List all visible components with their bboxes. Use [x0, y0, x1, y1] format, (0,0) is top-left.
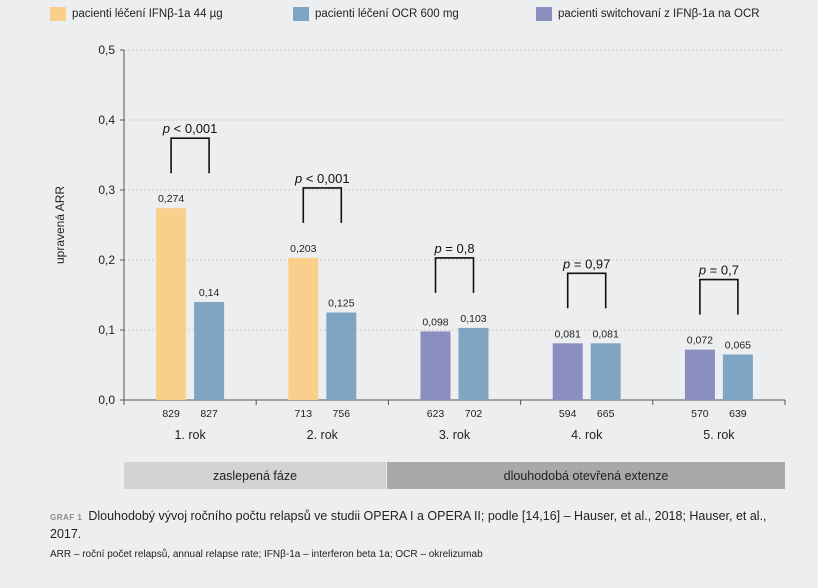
- sample-size-label: 713: [295, 408, 313, 420]
- legend-label-switch: pacienti switchovaní z IFNβ-1a na OCR: [558, 8, 760, 20]
- p-value-label: p < 0,001: [162, 121, 218, 136]
- bar-value-label: 0,274: [158, 193, 184, 205]
- phase-blinded: zaslepená fáze: [124, 462, 386, 489]
- bar: [458, 327, 489, 400]
- p-value-label: p = 0,8: [433, 241, 474, 256]
- bar-value-label: 0,203: [290, 243, 316, 255]
- p-value-label: p < 0,001: [294, 171, 350, 186]
- bar: [194, 302, 225, 400]
- legend-swatch-switch: [536, 7, 552, 21]
- sample-size-label: 639: [729, 408, 747, 420]
- bar-value-label: 0,072: [687, 335, 713, 347]
- bar-value-label: 0,14: [199, 287, 220, 299]
- legend-label-ocr: pacienti léčení OCR 600 mg: [315, 8, 459, 20]
- sample-size-label: 623: [427, 408, 445, 420]
- y-axis-label: upravená ARR: [53, 186, 67, 264]
- sample-size-label: 665: [597, 408, 615, 420]
- x-category-label: 4. rok: [571, 428, 603, 442]
- sample-size-label: 702: [465, 408, 483, 420]
- bar: [288, 257, 319, 400]
- phase-extension-label: dlouhodobá otevřená extenze: [503, 468, 669, 483]
- bar-chart: 0,0 0,1 0,2 0,3 0,4 0,5 upravená ARR 0,274 829 0,…: [53, 43, 786, 442]
- bar: [326, 312, 357, 400]
- x-category-label: 3. rok: [439, 428, 471, 442]
- y-tick-label: 0,0: [98, 393, 115, 407]
- phase-blinded-label: zaslepená fáze: [212, 468, 298, 483]
- bar-value-label: 0,098: [422, 316, 448, 328]
- bar: [722, 354, 753, 400]
- bar-value-label: 0,065: [725, 340, 751, 352]
- sample-size-label: 756: [333, 408, 351, 420]
- caption-label: GRAF 1: [50, 513, 83, 522]
- significance-bracket: [699, 278, 739, 315]
- bar: [590, 343, 621, 400]
- bar: [552, 343, 583, 400]
- y-tick-label: 0,1: [98, 323, 115, 337]
- y-tick-label: 0,4: [98, 113, 115, 127]
- sample-size-label: 570: [691, 408, 709, 420]
- bar: [684, 349, 715, 400]
- y-tick-label: 0,2: [98, 253, 115, 267]
- chart-legend: pacienti léčení IFNβ-1a 44 µg pacienti l…: [0, 7, 818, 23]
- y-tick-label: 0,3: [98, 183, 115, 197]
- sample-size-label: 829: [162, 408, 180, 420]
- significance-bracket: [566, 272, 607, 309]
- bar: [156, 208, 187, 400]
- significance-bracket: [434, 257, 475, 293]
- phase-extension: dlouhodobá otevřená extenze: [387, 462, 785, 489]
- figure-caption: GRAF 1 Dlouhodobý vývoj ročního počtu rel…: [50, 508, 790, 543]
- legend-item-ifn: pacienti léčení IFNβ-1a 44 µg: [50, 7, 223, 21]
- legend-label-ifn: pacienti léčení IFNβ-1a 44 µg: [72, 8, 223, 20]
- y-tick-label: 0,5: [98, 43, 115, 57]
- x-category-label: 5. rok: [703, 428, 735, 442]
- sample-size-label: 594: [559, 408, 577, 420]
- p-value-label: p = 0,7: [698, 263, 739, 278]
- significance-bracket: [302, 187, 343, 223]
- bar-value-label: 0,081: [555, 328, 581, 340]
- significance-bracket: [170, 137, 210, 174]
- legend-swatch-ifn: [50, 7, 66, 21]
- abbreviations-footnote: ARR – roční počet relapsů, annual relaps…: [50, 549, 483, 560]
- legend-item-ocr: pacienti léčení OCR 600 mg: [293, 7, 459, 21]
- bar-value-label: 0,125: [328, 298, 354, 310]
- x-category-label: 1. rok: [174, 428, 206, 442]
- legend-swatch-ocr: [293, 7, 309, 21]
- bar: [420, 331, 451, 400]
- bar-value-label: 0,081: [593, 328, 619, 340]
- p-value-label: p = 0,97: [562, 256, 610, 271]
- caption-text: Dlouhodobý vývoj ročního počtu relapsů v…: [50, 509, 767, 541]
- x-category-label: 2. rok: [307, 428, 339, 442]
- legend-item-switch: pacienti switchovaní z IFNβ-1a na OCR: [536, 7, 760, 21]
- sample-size-label: 827: [200, 408, 218, 420]
- bar-value-label: 0,103: [460, 313, 486, 325]
